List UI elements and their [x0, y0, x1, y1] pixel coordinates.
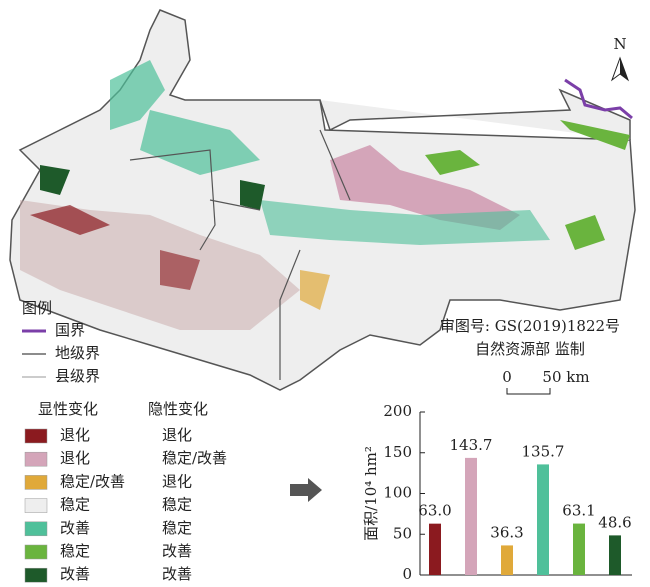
legend-implicit: 稳定	[162, 519, 192, 537]
legend-implicit: 改善	[162, 542, 192, 560]
legend-explicit: 稳定/改善	[60, 472, 125, 490]
bar	[609, 535, 621, 575]
legend-swatch	[24, 475, 48, 490]
legend-swatch	[24, 498, 48, 513]
legend-title: 图例	[22, 299, 52, 317]
legend-label: 国界	[55, 321, 85, 339]
region-outline	[319, 88, 631, 140]
arrow	[290, 478, 322, 502]
review-number: 审图号: GS(2019)1822号	[440, 317, 620, 335]
legend-label: 县级界	[55, 367, 100, 385]
value-label: 48.6	[598, 513, 631, 531]
legend-swatch	[24, 451, 48, 467]
legend-implicit: 退化	[162, 426, 192, 444]
scale-start: 0	[502, 368, 512, 386]
value-label: 135.7	[522, 442, 565, 460]
patch	[240, 180, 265, 210]
legend-header: 隐性变化	[148, 400, 208, 418]
prefecture-boundary	[129, 129, 351, 380]
legend-explicit: 稳定	[60, 496, 90, 514]
y-axis-label: 面积/10⁴ hm²	[362, 446, 380, 541]
map: N	[9, 9, 636, 391]
scale-end: 50 km	[542, 368, 589, 386]
y-tick-label: 50	[393, 524, 412, 542]
patch	[300, 270, 330, 310]
north-arrow-shape	[620, 58, 628, 80]
patch	[160, 250, 200, 290]
national-border	[564, 78, 633, 120]
bar	[573, 523, 585, 575]
patch	[110, 60, 165, 130]
patch	[565, 215, 605, 250]
legend-implicit: 稳定/改善	[162, 449, 227, 467]
patch	[30, 205, 110, 235]
patch	[40, 165, 70, 195]
legend-explicit: 稳定	[60, 542, 90, 560]
patch	[425, 150, 480, 175]
value-label: 143.7	[450, 436, 493, 454]
bar	[465, 457, 477, 575]
legend-swatch	[24, 567, 48, 583]
y-tick-label: 150	[383, 443, 412, 461]
legend-explicit: 退化	[60, 426, 90, 444]
legend-explicit: 改善	[60, 519, 90, 537]
legend-implicit: 退化	[162, 472, 192, 490]
legend-explicit: 退化	[60, 449, 90, 467]
patch	[330, 145, 520, 230]
legend-explicit: 改善	[60, 565, 90, 583]
value-label: 36.3	[490, 523, 523, 541]
bar	[429, 523, 441, 575]
scale-bar	[506, 388, 551, 395]
patch	[260, 200, 550, 245]
bar	[537, 464, 549, 575]
y-tick-label: 0	[402, 565, 412, 583]
north-label: N	[613, 35, 626, 53]
value-label: 63.1	[562, 502, 595, 520]
supervisor: 自然资源部 监制	[475, 340, 585, 358]
legend-swatch	[24, 428, 48, 444]
y-tick-label: 100	[383, 484, 412, 502]
legend-implicit: 稳定	[162, 496, 192, 514]
legend-swatch	[24, 521, 48, 537]
legend-swatch	[24, 544, 48, 560]
value-label: 63.0	[418, 502, 451, 520]
y-tick-label: 200	[383, 402, 412, 420]
legend-implicit: 改善	[162, 565, 192, 583]
north-arrow: N	[610, 35, 630, 82]
patch	[140, 110, 260, 175]
patch	[560, 120, 630, 150]
bar	[501, 545, 513, 575]
legend-label: 地级界	[55, 344, 100, 362]
legend-header: 显性变化	[38, 400, 98, 418]
